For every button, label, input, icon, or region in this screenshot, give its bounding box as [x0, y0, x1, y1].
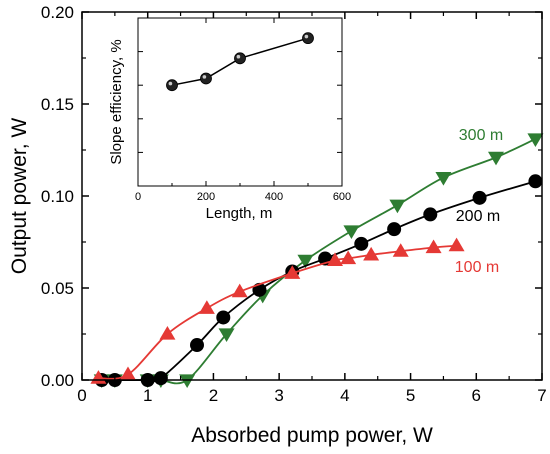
- data-point-100-m: [392, 243, 409, 257]
- inset-x-tick-label: 200: [197, 191, 215, 203]
- y-tick-label: 0.00: [41, 371, 74, 390]
- data-point-200-m: [354, 236, 369, 251]
- x-tick-label: 5: [406, 386, 415, 405]
- data-point-300-m: [218, 328, 235, 342]
- data-point-300-m: [179, 374, 196, 388]
- data-point-200-m: [387, 222, 402, 237]
- data-point-300-m: [527, 133, 544, 147]
- data-point-100-m: [231, 283, 248, 298]
- y-tick-label: 0.05: [41, 279, 74, 298]
- inset-x-tick-label: 400: [265, 191, 283, 203]
- inset-ticks: 0 200 400 600: [135, 17, 351, 203]
- main-series-layer: [90, 133, 544, 388]
- x-axis-title: Absorbed pump power, W: [191, 424, 433, 447]
- inset-data-point: [234, 52, 246, 65]
- data-point-100-m: [327, 252, 343, 266]
- data-point-200-m: [472, 190, 487, 205]
- series-line-100-m: [98, 244, 457, 380]
- data-point-300-m: [389, 199, 406, 214]
- data-point-300-m: [435, 172, 452, 186]
- x-tick-label: 2: [209, 386, 218, 405]
- data-point-200-m: [153, 371, 168, 386]
- inset-data-point-highlight: [236, 54, 241, 59]
- inset-data-point: [200, 72, 212, 85]
- inset-series: [166, 32, 314, 92]
- inset-series-line: [171, 37, 309, 86]
- data-point-100-m: [159, 326, 176, 340]
- inset-x-axis-title: Length, m: [206, 205, 273, 222]
- x-tick-label: 1: [143, 386, 152, 405]
- x-tick-label: 6: [472, 386, 481, 405]
- data-point-200-m: [423, 207, 438, 222]
- inset-data-point: [302, 32, 314, 45]
- inset-y-axis-title: Slope efficiency, %: [108, 39, 125, 164]
- data-point-100-m: [284, 265, 301, 279]
- data-point-100-m: [340, 250, 357, 265]
- inset-data-point: [166, 79, 178, 92]
- series-200-m: [94, 174, 543, 387]
- inset-x-tick-label: 600: [333, 191, 351, 203]
- inset-data-point-highlight: [168, 81, 173, 86]
- series-label-300m: 300 m: [459, 127, 503, 144]
- series-label-200m: 200 m: [456, 208, 500, 225]
- data-point-100-m: [448, 237, 465, 252]
- inset-data-point-highlight: [304, 34, 309, 39]
- y-tick-label: 0.10: [41, 187, 74, 206]
- y-axis-title: Output power, W: [8, 118, 31, 275]
- main-plot: 0 1 2 3 4 5 6 7 0.00 0.05 0.10 0.15 0.20 Absorbed pu…: [8, 3, 547, 447]
- series-100-m: [90, 237, 465, 384]
- inset-background: [138, 18, 342, 186]
- main-ticks: 0 1 2 3 4 5 6 7 0.00 0.05 0.10 0.15 0.20: [41, 3, 547, 405]
- inset-data-point-highlight: [202, 75, 207, 79]
- data-point-100-m: [425, 239, 442, 254]
- inset-plot: 0 200 400 600 Length, m Slope efficiency, %: [108, 17, 351, 222]
- x-tick-label: 7: [537, 386, 546, 405]
- data-point-200-m: [216, 310, 231, 325]
- data-point-200-m: [528, 174, 543, 189]
- series-label-100m: 100 m: [455, 259, 499, 276]
- data-point-200-m: [190, 338, 204, 353]
- data-point-300-m: [343, 225, 360, 239]
- data-point-100-m: [120, 366, 136, 381]
- data-point-300-m: [297, 254, 314, 269]
- data-point-300-m: [488, 151, 504, 166]
- x-tick-label: 3: [274, 386, 283, 405]
- x-tick-label: 4: [340, 386, 349, 405]
- inset-x-tick-label: 0: [135, 191, 141, 203]
- data-point-100-m: [198, 300, 215, 314]
- inset-series-layer: [166, 32, 314, 92]
- y-tick-label: 0.15: [41, 95, 74, 114]
- data-point-100-m: [363, 246, 380, 261]
- x-tick-label: 0: [77, 386, 86, 405]
- y-tick-label: 0.20: [41, 3, 74, 22]
